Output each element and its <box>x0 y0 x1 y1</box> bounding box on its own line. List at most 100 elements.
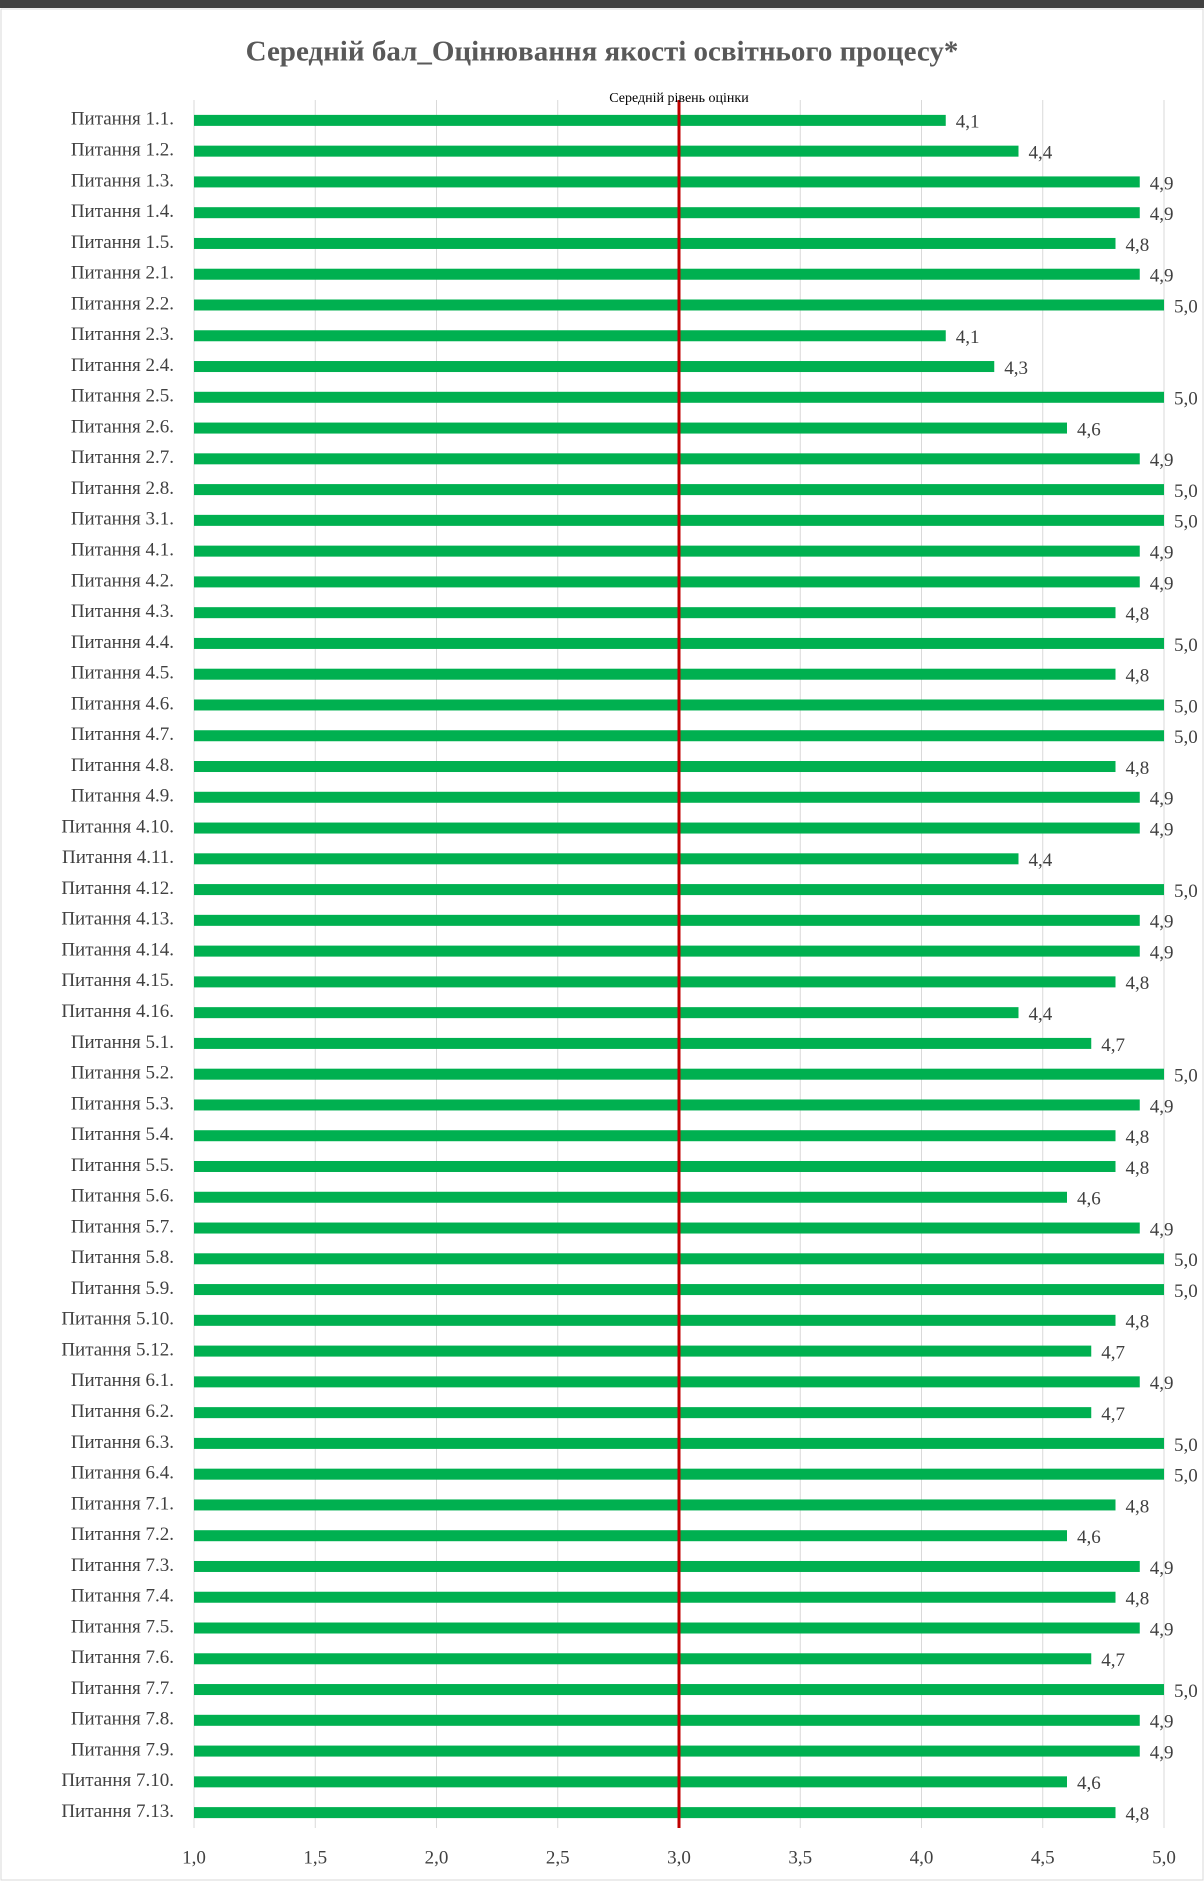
bar <box>194 453 1140 465</box>
x-tick-label: 2,5 <box>546 1847 570 1868</box>
data-label: 4,9 <box>1150 1373 1174 1394</box>
bar <box>194 176 1140 188</box>
data-label: 4,4 <box>1029 1004 1053 1025</box>
bar <box>194 1714 1140 1726</box>
bar <box>194 1222 1140 1234</box>
bar <box>194 1314 1116 1326</box>
data-label: 4,9 <box>1150 789 1174 810</box>
data-label: 4,7 <box>1101 1650 1125 1671</box>
bar <box>194 1007 1019 1019</box>
bar <box>194 237 1116 249</box>
data-label: 4,7 <box>1101 1035 1125 1056</box>
y-tick-label: Питання 7.13. <box>61 1801 174 1822</box>
data-label: 4,1 <box>956 112 980 133</box>
data-label: 4,8 <box>1126 1127 1150 1148</box>
bar <box>194 1530 1067 1542</box>
bar <box>194 330 946 342</box>
bar <box>194 1807 1116 1819</box>
y-tick-label: Питання 4.5. <box>71 663 174 684</box>
data-label: 4,8 <box>1126 604 1150 625</box>
bar <box>194 1560 1140 1572</box>
bar <box>194 1037 1092 1049</box>
data-label: 5,0 <box>1174 1466 1198 1487</box>
chart-title: Середній бал_Оцінювання якості освітньог… <box>246 36 959 68</box>
y-tick-label: Питання 1.4. <box>71 201 174 222</box>
data-label: 4,9 <box>1150 1712 1174 1733</box>
bar <box>194 268 1140 280</box>
x-tick-label: 1,5 <box>303 1847 327 1868</box>
bar <box>194 1191 1067 1203</box>
data-label: 4,9 <box>1150 573 1174 594</box>
data-label: 4,9 <box>1150 942 1174 963</box>
y-tick-label: Питання 2.8. <box>71 478 174 499</box>
data-label: 4,9 <box>1150 1558 1174 1579</box>
y-tick-label: Питання 5.9. <box>71 1278 174 1299</box>
data-label: 5,0 <box>1174 296 1198 317</box>
data-label: 4,9 <box>1150 1619 1174 1640</box>
y-tick-label: Питання 5.7. <box>71 1216 174 1237</box>
data-label: 4,6 <box>1077 1773 1101 1794</box>
y-tick-label: Питання 5.5. <box>71 1155 174 1176</box>
y-tick-label: Питання 4.13. <box>61 909 174 930</box>
data-label: 4,9 <box>1150 912 1174 933</box>
bar <box>194 207 1140 219</box>
bar <box>194 114 946 126</box>
y-tick-label: Питання 7.7. <box>71 1678 174 1699</box>
bar <box>194 1376 1140 1388</box>
bar <box>194 1622 1140 1634</box>
data-label: 4,8 <box>1126 1804 1150 1825</box>
y-tick-label: Питання 1.1. <box>71 109 174 130</box>
bar <box>194 576 1140 588</box>
data-label: 4,8 <box>1126 1312 1150 1333</box>
data-label: 5,0 <box>1174 696 1198 717</box>
x-tick-label: 2,0 <box>425 1847 449 1868</box>
y-tick-label: Питання 5.8. <box>71 1247 174 1268</box>
data-label: 5,0 <box>1174 481 1198 502</box>
y-tick-label: Питання 2.5. <box>71 386 174 407</box>
y-tick-label: Питання 7.3. <box>71 1555 174 1576</box>
y-tick-label: Питання 4.6. <box>71 693 174 714</box>
y-tick-label: Питання 6.4. <box>71 1463 174 1484</box>
x-tick-label: 3,5 <box>788 1847 812 1868</box>
bar <box>194 1776 1067 1788</box>
data-label: 4,9 <box>1150 1219 1174 1240</box>
y-tick-label: Питання 5.2. <box>71 1063 174 1084</box>
data-label: 4,8 <box>1126 666 1150 687</box>
data-label: 4,4 <box>1029 143 1053 164</box>
x-tick-label: 5,0 <box>1152 1847 1176 1868</box>
data-label: 4,8 <box>1126 758 1150 779</box>
data-label: 4,9 <box>1150 450 1174 471</box>
data-label: 4,6 <box>1077 1189 1101 1210</box>
y-tick-label: Питання 7.1. <box>71 1493 174 1514</box>
bar <box>194 1407 1092 1419</box>
y-tick-label: Питання 2.7. <box>71 447 174 468</box>
y-tick-label: Питання 7.5. <box>71 1616 174 1637</box>
bar <box>194 1099 1140 1111</box>
data-label: 4,8 <box>1126 973 1150 994</box>
data-label: 4,7 <box>1101 1342 1125 1363</box>
bar <box>194 1160 1116 1172</box>
data-label: 4,9 <box>1150 1096 1174 1117</box>
bar <box>194 1499 1116 1511</box>
y-tick-label: Питання 5.4. <box>71 1124 174 1145</box>
bar <box>194 1591 1116 1603</box>
bar <box>194 1745 1140 1757</box>
bar <box>194 145 1019 157</box>
y-tick-label: Питання 5.1. <box>71 1032 174 1053</box>
bar <box>194 791 1140 803</box>
y-tick-label: Питання 6.2. <box>71 1401 174 1422</box>
reference-label: Середній рівень оцінки <box>609 91 749 106</box>
y-tick-label: Питання 4.15. <box>61 970 174 991</box>
y-tick-label: Питання 3.1. <box>71 509 174 530</box>
data-label: 5,0 <box>1174 1281 1198 1302</box>
chart-frame <box>0 8 1204 1881</box>
y-tick-label: Питання 2.2. <box>71 293 174 314</box>
y-tick-label: Питання 5.3. <box>71 1093 174 1114</box>
data-label: 4,8 <box>1126 1589 1150 1610</box>
y-tick-label: Питання 7.2. <box>71 1524 174 1545</box>
data-label: 5,0 <box>1174 1435 1198 1456</box>
y-tick-label: Питання 2.3. <box>71 324 174 345</box>
x-tick-label: 4,5 <box>1031 1847 1055 1868</box>
data-label: 4,1 <box>956 327 980 348</box>
